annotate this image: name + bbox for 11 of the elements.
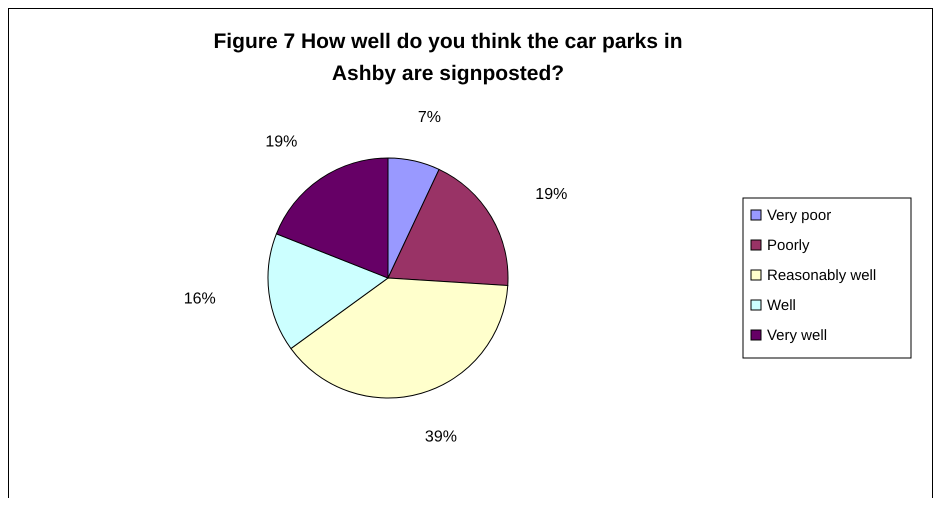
legend-label: Reasonably well: [767, 267, 876, 284]
legend-label: Poorly: [767, 237, 810, 254]
chart-title: Figure 7 How well do you think the car parks in Ashby are signposted?: [213, 30, 683, 85]
legend-label: Well: [767, 297, 796, 314]
legend-label: Very poor: [767, 207, 832, 224]
legend-label: Very well: [767, 327, 828, 344]
data-label: 7%: [418, 108, 441, 126]
data-label: 16%: [184, 290, 216, 308]
data-label: 19%: [535, 186, 568, 204]
data-label: 19%: [265, 134, 298, 151]
data-label: 39%: [424, 428, 457, 446]
